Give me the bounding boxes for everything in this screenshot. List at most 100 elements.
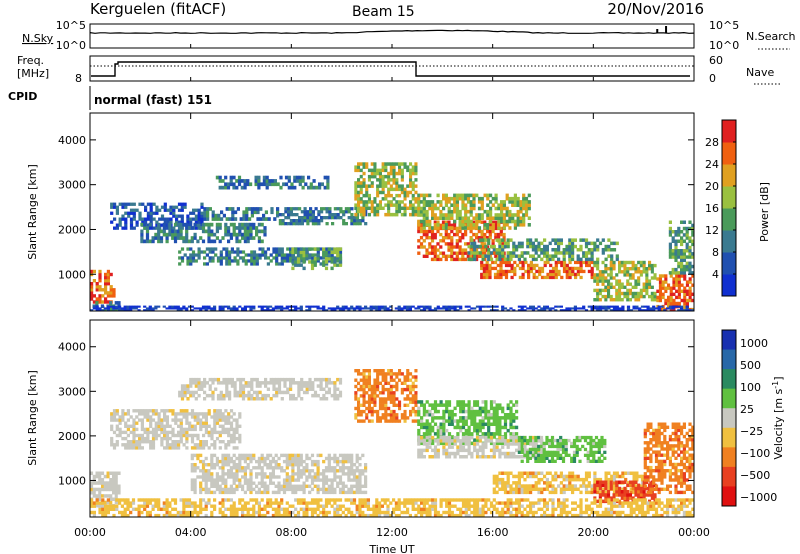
power-cell [422,209,426,214]
velocity-cell [487,428,491,433]
power-cell [453,196,457,201]
power-cell [381,197,385,201]
power-cell [565,269,569,274]
velocity-cell [221,427,225,432]
velocity-cell [241,469,245,473]
velocity-cell [492,455,496,459]
power-cell [365,203,369,207]
power-cell [256,207,260,211]
power-cell [473,307,477,310]
power-cell [244,259,248,263]
velocity-cell [193,487,197,492]
power-cell [289,253,293,257]
power-cell [618,279,622,283]
power-cell [264,210,268,215]
power-cell [472,223,476,227]
power-cell [688,292,692,296]
velocity-cell [484,400,488,404]
velocity-cell [456,403,460,407]
power-cell [642,260,646,265]
velocity-cell [124,430,128,435]
power-cell [428,206,432,211]
power-cell [354,190,358,195]
power-cell [691,274,695,278]
power-cell [458,219,462,224]
power-cell [455,239,459,243]
power-cell [459,307,463,310]
velocity-cell [115,409,119,413]
power-cell [185,309,189,312]
power-cell [215,222,219,227]
power-cell [284,216,288,220]
velocity-cell [324,478,329,482]
power-cell [241,250,246,254]
power-cell [516,196,520,201]
power-cell [502,216,506,220]
power-cell [480,229,484,234]
power-cell [450,213,454,217]
power-cell [376,209,380,214]
power-cell [222,256,226,260]
velocity-cell [236,390,240,395]
velocity-cell [229,409,234,413]
power-cell [584,254,589,258]
velocity-cell [492,442,496,446]
power-cell [257,185,261,190]
velocity-cell [285,475,289,479]
velocity-cell [227,469,231,473]
velocity-cell [489,400,494,404]
velocity-cell [330,456,334,461]
power-cell [464,248,468,252]
power-cell [543,260,547,265]
velocity-cell [316,484,320,488]
velocity-cell [210,463,214,467]
velocity-cell [194,384,198,388]
power-cell [376,193,380,198]
power-cell [529,244,533,249]
power-cell [287,185,291,190]
velocity-cell [233,390,237,395]
power-cell [637,294,641,299]
velocity-cell [241,384,246,388]
velocity-cell [271,456,275,461]
power-cell [455,245,459,249]
velocity-cell [378,369,382,373]
power-cell [543,305,547,308]
velocity-cell [202,440,206,444]
velocity-cell [481,400,485,404]
velocity-cell [252,466,256,470]
power-cell [674,242,678,247]
velocity-cell [319,472,323,476]
power-cell [201,222,206,227]
power-cell [677,264,681,269]
power-cell [144,205,148,209]
power-cell [98,300,102,304]
velocity-cell [288,487,292,492]
velocity-cell [370,400,374,404]
power-cell [182,305,186,308]
freq-panel: Freq. [MHz] 8 60 0 Nave [17,54,780,85]
power-cell [359,209,363,214]
velocity-cell [126,443,130,447]
power-cell [406,190,410,195]
power-cell [598,270,602,274]
power-cell [215,229,219,234]
velocity-cell [475,438,480,442]
power-cell [549,269,553,274]
velocity-cell [194,390,198,395]
power-cell [210,239,214,244]
power-cell [118,309,122,312]
power-cell [672,292,676,296]
power-cell [115,211,119,215]
velocity-cell [355,475,359,479]
velocity-cell [260,472,264,476]
power-cell [261,247,265,251]
power-cell [185,307,189,310]
power-cell [604,305,608,308]
velocity-cell [501,439,505,443]
power-cell [98,309,102,312]
power-cell [293,175,297,180]
power-cell [375,307,379,310]
power-cell [177,208,182,212]
power-cell [215,236,219,240]
